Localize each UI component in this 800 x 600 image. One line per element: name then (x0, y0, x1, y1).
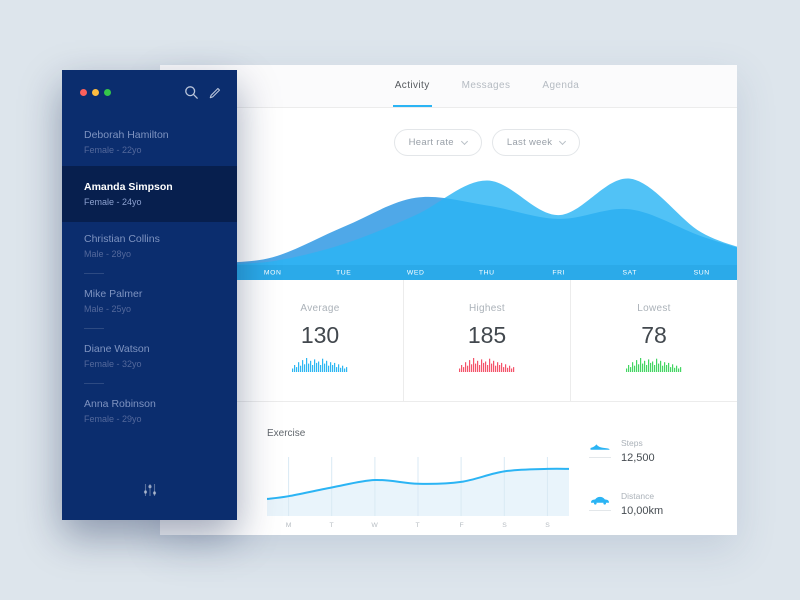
exercise-chart-block: Exercise M T W T F S S (267, 428, 569, 530)
patient-item[interactable]: Diane Watson Female - 32yo (62, 332, 237, 380)
exercise-line-chart (267, 457, 569, 516)
tab-messages[interactable]: Messages (460, 65, 513, 107)
metric-label: Distance (621, 491, 655, 501)
stat-label: Lowest (637, 303, 671, 314)
heart-rate-layer-front (237, 178, 737, 265)
patient-name: Amanda Simpson (84, 181, 173, 193)
close-button[interactable] (80, 89, 87, 96)
tab-agenda[interactable]: Agenda (540, 65, 581, 107)
patient-meta: Female - 24yo (84, 197, 142, 207)
exercise-axis-label: S (545, 521, 550, 529)
patient-name: Christian Collins (84, 233, 160, 245)
main-header: Activity Messages Agenda (160, 65, 737, 108)
patient-list: Deborah Hamilton Female - 22yo Amanda Simp… (62, 118, 237, 435)
exercise-axis-label: T (415, 521, 421, 529)
weekday-label: MON (263, 268, 282, 277)
patient-meta: Female - 29yo (84, 414, 142, 424)
list-divider (84, 273, 104, 274)
shoe-icon (590, 444, 610, 450)
heart-rate-area-chart (237, 178, 737, 265)
weekday-label: FRI (552, 268, 565, 277)
metric-underline (589, 457, 611, 458)
bottom-section: Exercise M T W T F S S Steps 12,500 Distance 10,0… (237, 402, 737, 530)
exercise-title: Exercise (267, 428, 306, 439)
window-controls (80, 89, 111, 96)
patient-meta: Female - 22yo (84, 145, 142, 155)
weekday-axis: MON TUE WED THU FRI SAT SUN (237, 265, 737, 280)
tab-bar: Activity Messages Agenda (392, 65, 582, 107)
metric-underline (589, 510, 611, 511)
chevron-down-icon (559, 137, 567, 145)
stat-value: 185 (467, 322, 507, 348)
stat-value: 78 (641, 322, 667, 348)
stat-lowest: Lowest 78 (570, 280, 737, 401)
metric-steps: Steps 12,500 (589, 438, 707, 464)
patient-item[interactable]: Christian Collins Male - 28yo (62, 222, 237, 270)
exercise-axis-label: T (329, 521, 334, 529)
patient-name: Mike Palmer (84, 288, 143, 300)
metric-value: 12,500 (621, 452, 655, 464)
chevron-down-icon (460, 137, 468, 145)
patient-name: Deborah Hamilton (84, 129, 169, 141)
filter-row: Heart rate Last week (237, 129, 737, 156)
stat-label: Average (300, 303, 340, 314)
weekday-label: TUE (336, 268, 352, 277)
stat-value: 130 (300, 322, 340, 348)
range-select-label: Last week (506, 137, 553, 148)
metric-distance: Distance 10,00km (589, 491, 707, 517)
sparkline-highest (459, 358, 515, 372)
minimize-button[interactable] (92, 89, 99, 96)
equalizer-icon (141, 481, 159, 520)
patient-item[interactable]: Deborah Hamilton Female - 22yo (62, 118, 237, 166)
car-icon (591, 496, 609, 505)
stat-label: Highest (468, 303, 505, 314)
list-divider (84, 383, 104, 384)
patient-name: Diane Watson (84, 343, 150, 355)
patient-name: Anna Robinson (84, 398, 156, 410)
sidebar-actions (184, 85, 222, 100)
weekday-label: SAT (622, 268, 638, 277)
patient-item[interactable]: Anna Robinson Female - 29yo (62, 387, 237, 435)
patient-item[interactable]: Mike Palmer Male - 25yo (62, 277, 237, 325)
maximize-button[interactable] (104, 89, 111, 96)
activity-metrics: Steps 12,500 Distance 10,00km (589, 428, 707, 530)
sparkline-average (292, 358, 348, 372)
exercise-axis-label: F (459, 521, 464, 529)
sidebar-toolbar (62, 70, 237, 108)
weekday-label: WED (406, 268, 425, 277)
stats-row: Average 130 Highest 185 Lowest 78 (237, 280, 737, 402)
exercise-axis-label: S (501, 521, 507, 529)
pencil-icon[interactable] (208, 86, 222, 100)
metric-value: 10,00km (621, 505, 664, 517)
main-content: Heart rate Last week MON TUE WED THU FRI SAT S… (237, 129, 737, 530)
patient-item-selected[interactable]: Amanda Simpson Female - 24yo (62, 166, 237, 222)
metric-select-label: Heart rate (408, 137, 454, 148)
metric-select[interactable]: Heart rate (393, 129, 482, 156)
patient-meta: Male - 25yo (84, 304, 132, 314)
patient-meta: Female - 32yo (84, 359, 142, 369)
stat-highest: Highest 185 (403, 280, 570, 401)
exercise-line (267, 467, 569, 500)
patients-sidebar: Deborah Hamilton Female - 22yo Amanda Simp… (62, 70, 237, 520)
range-select[interactable]: Last week (491, 129, 581, 156)
sparkline-lowest (626, 358, 682, 372)
weekday-label: SUN (693, 268, 710, 277)
exercise-axis-label: W (371, 521, 379, 529)
patient-meta: Male - 28yo (84, 249, 132, 259)
search-icon[interactable] (184, 85, 199, 100)
list-divider (84, 328, 104, 329)
metric-label: Steps (621, 438, 643, 448)
dashboard-card: Activity Messages Agenda Heart rate Last w… (160, 65, 737, 535)
weekday-label: THU (479, 268, 495, 277)
heart-rate-chart: MON TUE WED THU FRI SAT SUN (237, 169, 737, 280)
stat-average: Average 130 (237, 280, 403, 401)
exercise-axis-label: M (285, 521, 292, 529)
tab-activity[interactable]: Activity (392, 65, 432, 107)
